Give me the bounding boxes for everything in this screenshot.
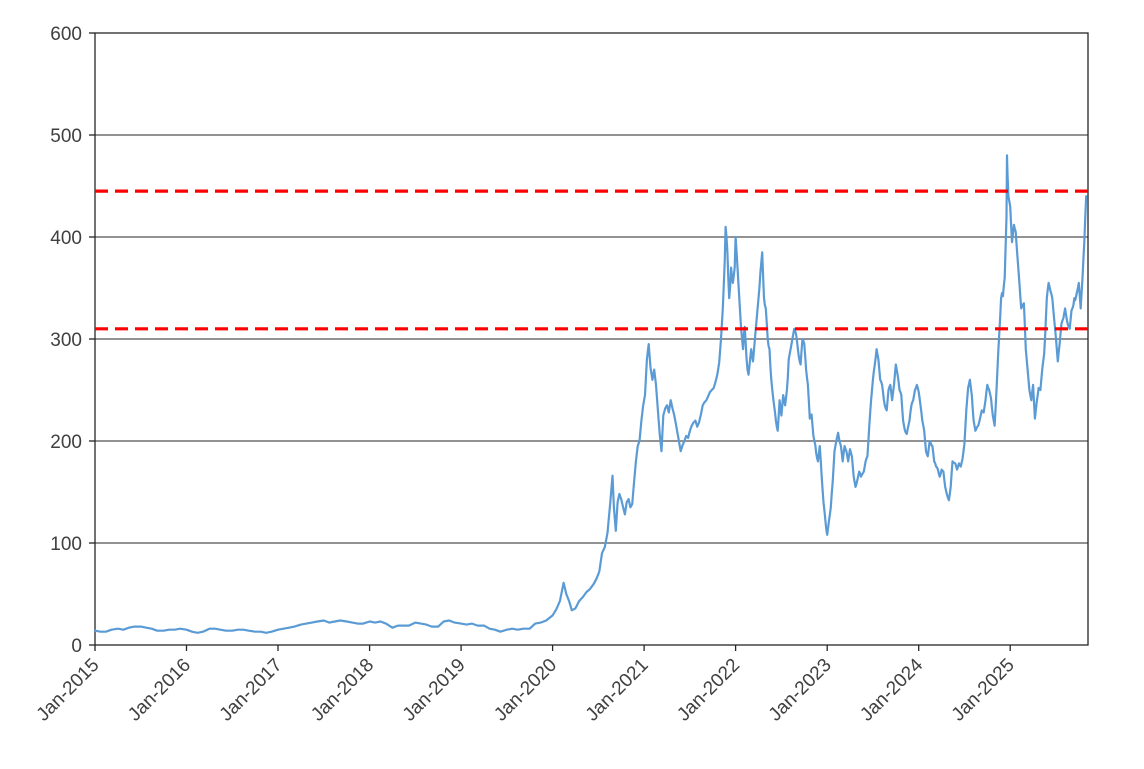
x-tick-label: Jan-2021 [582, 655, 653, 726]
x-tick-label: Jan-2025 [948, 655, 1019, 726]
x-tick-label: Jan-2022 [673, 655, 744, 726]
x-tick-label: Jan-2019 [399, 655, 470, 726]
y-tick-label: 0 [71, 636, 82, 657]
x-tick-label: Jan-2016 [124, 655, 195, 726]
x-tick-label: Jan-2020 [490, 655, 561, 726]
x-tick-label: Jan-2023 [765, 655, 836, 726]
y-tick-label: 200 [50, 432, 82, 453]
x-tick-label: Jan-2024 [856, 654, 927, 725]
y-tick-label: 500 [50, 126, 82, 147]
y-tick-label: 600 [50, 24, 82, 45]
y-tick-label: 100 [50, 534, 82, 555]
axis-ticks-and-labels: 0 100 200 300 400 500 600 Jan-2015 Jan-2016 Jan-2… [33, 24, 1019, 726]
x-tick-label: Jan-2017 [216, 655, 287, 726]
y-tick-label: 400 [50, 228, 82, 249]
reference-lines [95, 189, 1088, 331]
x-tick-label: Jan-2015 [33, 655, 104, 726]
x-tick-label: Jan-2018 [307, 655, 378, 726]
price-line [93, 154, 1088, 634]
gridlines [95, 134, 1088, 544]
y-tick-label: 300 [50, 330, 82, 351]
